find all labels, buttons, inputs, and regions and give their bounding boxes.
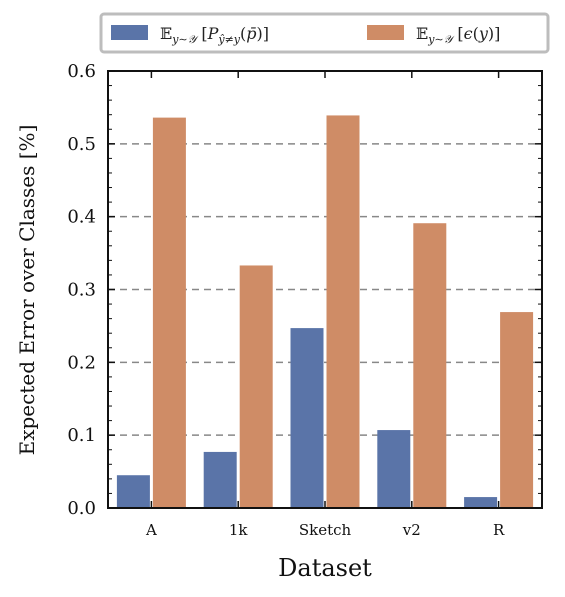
bars <box>116 115 534 508</box>
y-tick-label: 0.0 <box>67 498 96 519</box>
bar-series-2-v2 <box>413 223 447 508</box>
x-tick-label: R <box>493 521 505 539</box>
bar-series-2-r <box>500 312 534 508</box>
y-axis: 0.0 0.1 0.2 0.3 0.4 0.5 0.6 <box>67 61 542 519</box>
y-tick-label: 0.6 <box>67 61 96 82</box>
bar-series-1-r <box>464 497 498 508</box>
legend-swatch-series-1 <box>111 25 148 40</box>
x-tick-label: Sketch <box>299 521 352 539</box>
y-axis-label: Expected Error over Classes [%] <box>15 125 39 456</box>
legend-label-series-1: 𝔼y∼𝒴 [Pŷ≠y(p̄)] <box>160 24 269 46</box>
bar-series-1-sketch <box>290 328 324 508</box>
legend-swatch-series-2 <box>367 25 404 40</box>
x-tick-label: v2 <box>402 521 421 539</box>
y-tick-label: 0.2 <box>67 352 96 373</box>
y-tick-label: 0.1 <box>67 425 96 446</box>
x-tick-label: A <box>145 521 157 539</box>
x-tick-label: 1k <box>229 521 249 539</box>
bar-series-2-sketch <box>326 115 360 508</box>
legend-frame <box>99 12 550 54</box>
x-axis: A 1k Sketch v2 R <box>145 71 505 539</box>
legend: 𝔼y∼𝒴 [Pŷ≠y(p̄)] 𝔼y∼𝒴 [ϵ(y)] <box>99 12 550 54</box>
bar-series-2-a <box>152 117 186 508</box>
bar-series-1-v2 <box>377 430 411 508</box>
bar-series-1-1k <box>203 451 237 508</box>
y-tick-label: 0.4 <box>67 207 96 228</box>
x-axis-label: Dataset <box>278 554 372 582</box>
y-tick-label: 0.3 <box>67 280 96 301</box>
bar-series-2-1k <box>239 265 273 508</box>
y-tick-label: 0.5 <box>67 134 96 155</box>
legend-label-series-2: 𝔼y∼𝒴 [ϵ(y)] <box>416 24 500 46</box>
bar-series-1-a <box>116 475 150 508</box>
